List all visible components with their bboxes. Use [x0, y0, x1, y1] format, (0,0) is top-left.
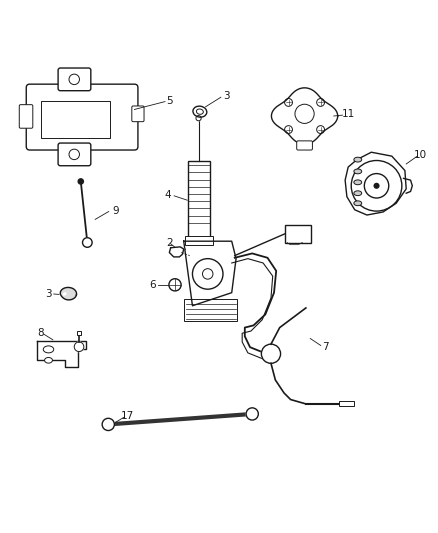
FancyBboxPatch shape — [26, 84, 138, 150]
Polygon shape — [60, 287, 76, 300]
Ellipse shape — [353, 201, 361, 206]
Text: 6: 6 — [148, 280, 155, 290]
Text: 17: 17 — [121, 411, 134, 421]
Ellipse shape — [353, 180, 361, 185]
Circle shape — [373, 183, 379, 189]
Text: 11: 11 — [341, 109, 354, 119]
Bar — [184, 236, 213, 245]
Bar — [284, 225, 311, 243]
Polygon shape — [344, 152, 405, 215]
Circle shape — [169, 279, 181, 291]
Bar — [77, 331, 81, 335]
Text: 9: 9 — [112, 206, 119, 216]
Text: 3: 3 — [222, 91, 229, 101]
Circle shape — [195, 116, 201, 121]
FancyBboxPatch shape — [58, 143, 91, 166]
Ellipse shape — [353, 157, 361, 162]
Bar — [187, 161, 209, 240]
Ellipse shape — [45, 358, 52, 363]
Ellipse shape — [43, 346, 53, 353]
Polygon shape — [271, 88, 337, 144]
Text: 8: 8 — [37, 328, 44, 338]
Text: 3: 3 — [45, 288, 52, 298]
Ellipse shape — [63, 292, 67, 296]
FancyBboxPatch shape — [296, 141, 312, 150]
Text: 2: 2 — [166, 238, 172, 247]
Circle shape — [261, 344, 280, 364]
FancyBboxPatch shape — [19, 104, 33, 128]
Ellipse shape — [353, 169, 361, 174]
Circle shape — [82, 238, 92, 247]
Polygon shape — [37, 341, 86, 367]
Circle shape — [74, 342, 84, 352]
Ellipse shape — [192, 106, 206, 117]
Circle shape — [102, 418, 114, 431]
Ellipse shape — [353, 191, 361, 196]
Bar — [338, 401, 353, 406]
Text: 5: 5 — [166, 96, 172, 106]
Text: 7: 7 — [321, 342, 328, 352]
Circle shape — [78, 179, 83, 184]
Bar — [41, 101, 110, 138]
FancyBboxPatch shape — [131, 106, 144, 122]
Bar — [184, 299, 237, 321]
Text: 10: 10 — [413, 150, 426, 160]
Polygon shape — [184, 241, 236, 306]
Text: 4: 4 — [164, 190, 171, 199]
FancyBboxPatch shape — [58, 68, 91, 91]
Polygon shape — [169, 247, 184, 257]
Circle shape — [246, 408, 258, 420]
Ellipse shape — [196, 109, 203, 114]
